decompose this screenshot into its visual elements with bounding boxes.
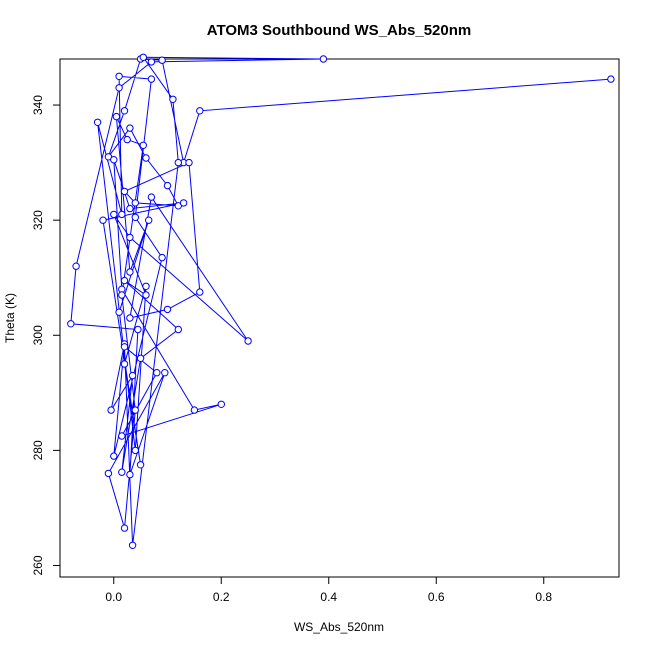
data-point <box>147 58 156 66</box>
data-point <box>147 193 156 201</box>
data-point <box>179 199 188 207</box>
y-tick-label: 340 <box>31 95 45 115</box>
x-axis: 0.0 0.2 0.4 0.6 0.8 <box>105 576 552 604</box>
data-point <box>93 118 102 127</box>
data-point <box>158 253 166 262</box>
data-point <box>120 107 129 115</box>
data-point <box>118 468 126 476</box>
x-tick-label: 0.8 <box>535 590 552 604</box>
data-point <box>244 337 252 345</box>
data-point <box>112 112 121 121</box>
data-point <box>139 141 148 150</box>
data-point <box>131 199 140 207</box>
data-point <box>319 55 328 63</box>
data-point <box>190 406 199 414</box>
data-point <box>126 470 134 479</box>
y-axis: 260 280 300 320 340 <box>31 95 61 576</box>
data-point <box>118 291 126 299</box>
data-point <box>139 53 148 61</box>
data-point <box>136 354 145 362</box>
data-point <box>104 469 113 478</box>
data-point <box>120 187 129 196</box>
data-point <box>169 95 177 104</box>
data-point <box>115 84 123 92</box>
x-tick-label: 0.6 <box>428 590 445 604</box>
data-point <box>107 406 115 414</box>
data-point <box>72 262 80 270</box>
data-point <box>115 308 123 316</box>
data-point <box>110 156 118 164</box>
y-tick-label: 280 <box>31 440 45 460</box>
data-point <box>136 461 145 469</box>
y-axis-label: Theta (K) <box>3 293 17 343</box>
data-point <box>196 288 204 296</box>
x-axis-label: WS_Abs_520nm <box>294 620 384 634</box>
data-point <box>115 72 123 81</box>
data-point <box>67 320 75 328</box>
data-point <box>153 369 161 377</box>
data-point <box>126 233 134 242</box>
data-point <box>118 432 126 440</box>
data-point <box>131 213 140 222</box>
data-point <box>126 268 134 276</box>
data-point <box>142 291 150 299</box>
data-point <box>120 343 129 351</box>
x-tick-label: 0.4 <box>320 590 337 604</box>
data-point <box>142 154 150 162</box>
data-point <box>110 452 118 460</box>
data-point <box>110 210 118 219</box>
data-point <box>174 325 183 334</box>
data-point <box>142 282 150 290</box>
data-point <box>120 276 129 285</box>
data-point <box>607 75 615 83</box>
chart-title: ATOM3 Southbound WS_Abs_520nm <box>207 22 471 39</box>
data-point <box>185 158 193 167</box>
data-point <box>147 75 156 83</box>
data-point <box>161 369 169 377</box>
data-point <box>126 314 134 322</box>
x-tick-label: 0.2 <box>213 590 230 604</box>
data-point <box>128 541 137 549</box>
data-point <box>120 524 129 532</box>
data-point <box>196 107 204 115</box>
data-point <box>145 216 153 224</box>
y-tick-label: 320 <box>31 210 45 230</box>
data-point <box>158 56 166 64</box>
data-point <box>163 305 172 314</box>
data-point <box>123 135 131 144</box>
data-point <box>131 406 140 414</box>
data-point <box>128 371 137 380</box>
data-point <box>126 124 134 132</box>
data-point <box>174 158 183 167</box>
data-point <box>120 360 129 368</box>
data-point <box>126 204 134 213</box>
data-point <box>163 181 172 190</box>
x-tick-label: 0.0 <box>105 590 122 604</box>
data-point <box>118 210 126 219</box>
data-point <box>131 446 140 455</box>
data-point <box>99 216 107 224</box>
series-points <box>67 53 615 549</box>
y-tick-label: 300 <box>31 325 45 345</box>
data-point <box>134 325 142 334</box>
y-tick-label: 260 <box>31 555 45 575</box>
data-point <box>217 400 226 408</box>
